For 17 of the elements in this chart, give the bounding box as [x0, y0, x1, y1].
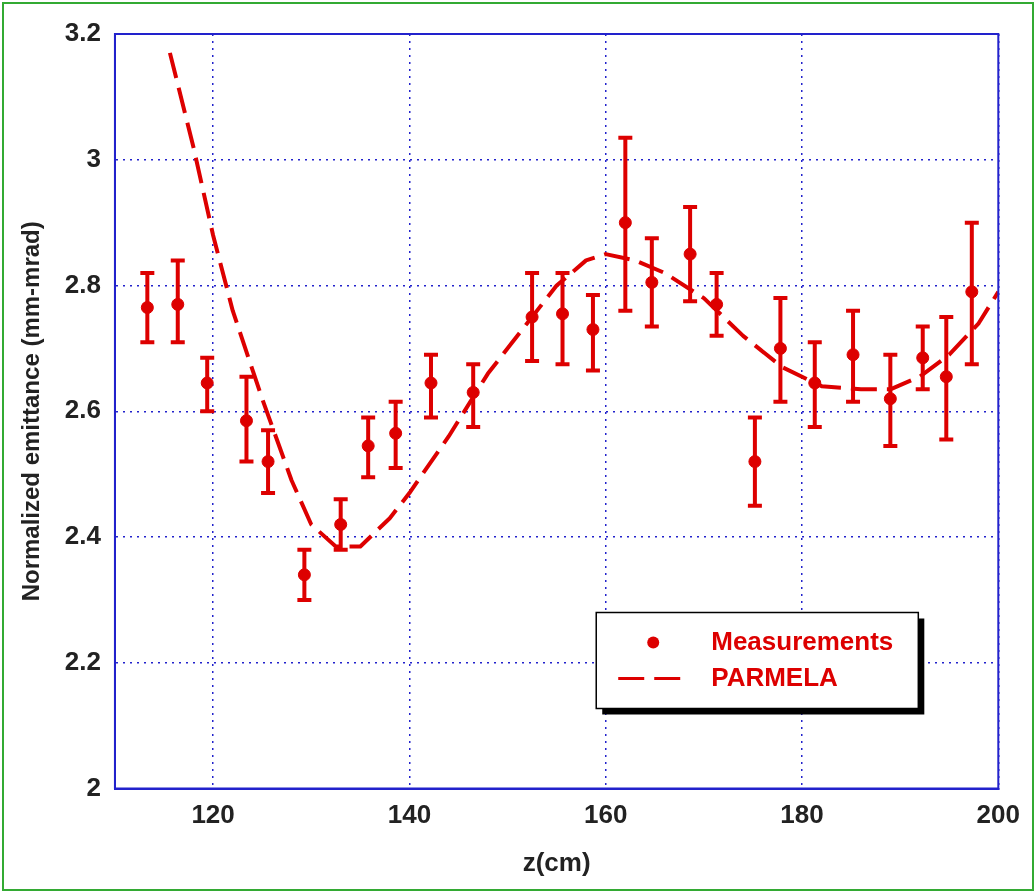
legend-label: PARMELA [711, 661, 839, 692]
x-tick-label: 140 [387, 799, 432, 830]
y-tick-label: 2.6 [64, 394, 101, 425]
line-series [167, 50, 999, 549]
x-tick-label: 180 [780, 799, 824, 830]
y-tick-label: 2.4 [64, 520, 102, 551]
y-tick-label: 2 [86, 771, 101, 802]
x-tick-label: 200 [976, 799, 1021, 830]
y-tick-label: 2.8 [64, 268, 101, 299]
x-tick-label: 120 [191, 799, 235, 830]
x-axis-title: z(cm) [522, 846, 591, 877]
y-tick-label: 3 [86, 142, 101, 173]
y-tick-label: 3.2 [64, 17, 101, 48]
legend-label: Measurements [711, 625, 894, 656]
y-tick-label: 2.2 [64, 646, 101, 677]
x-tick-label: 160 [584, 799, 628, 830]
y-axis-title: Normalized emittance (mm-mrad) [17, 221, 45, 602]
